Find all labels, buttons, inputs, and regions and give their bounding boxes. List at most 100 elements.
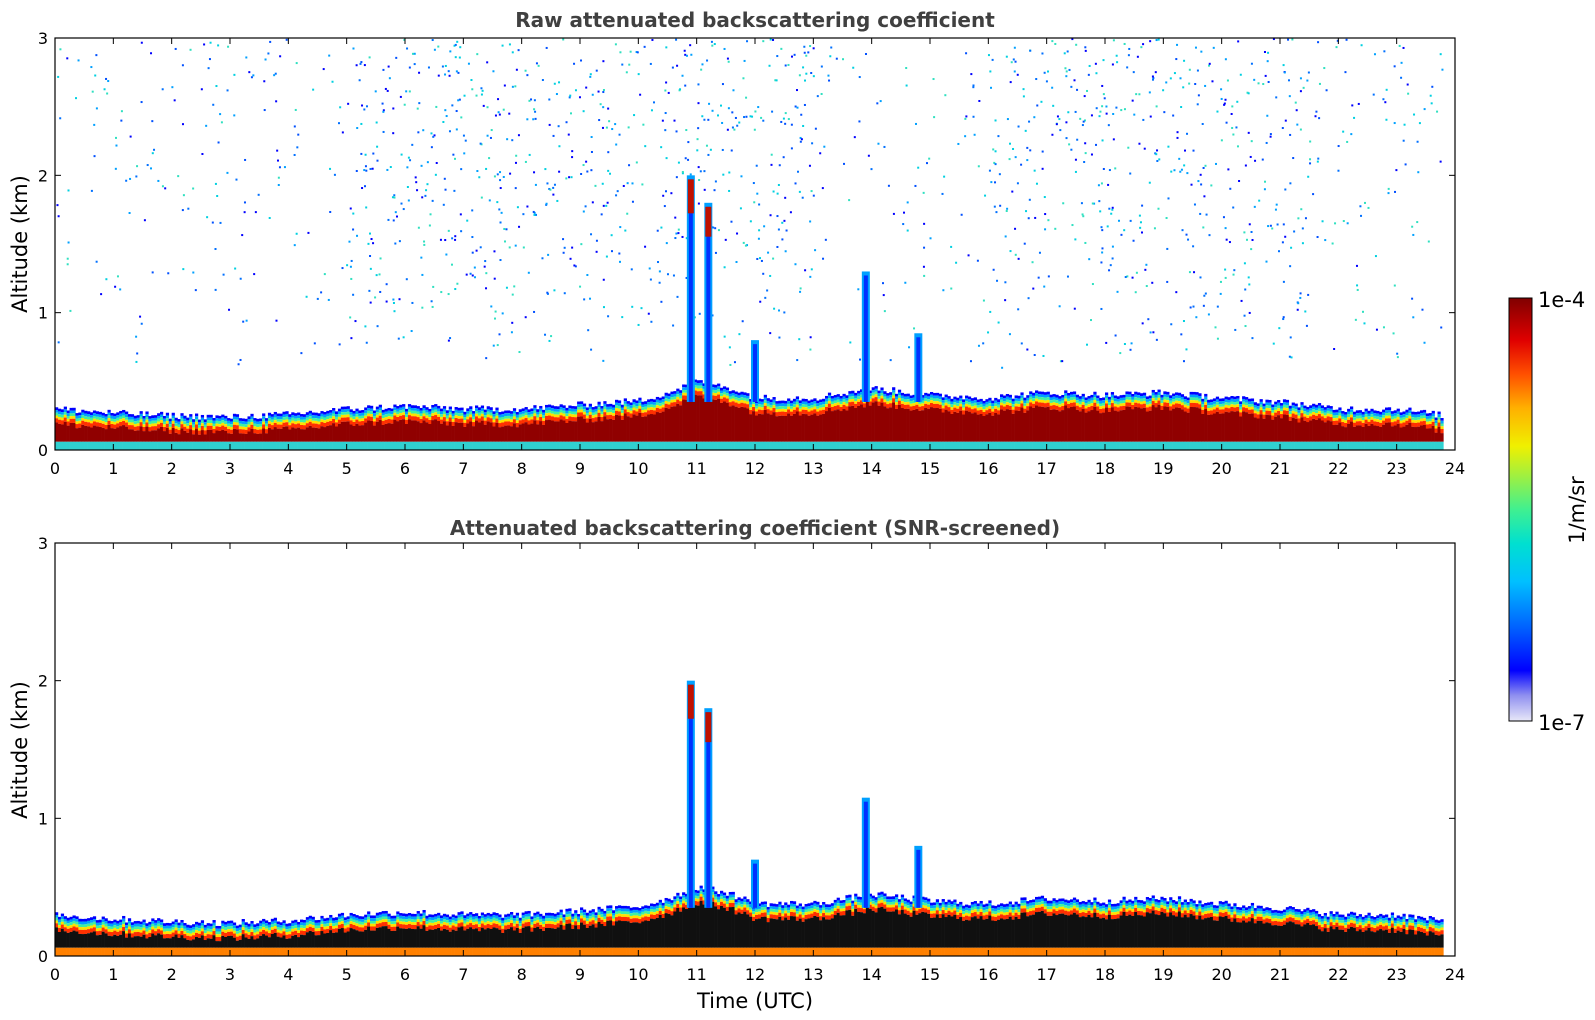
backscatter-cell (807, 400, 811, 404)
backscatter-cell (212, 428, 216, 434)
noise-speck (1172, 114, 1175, 117)
backscatter-cell (469, 414, 473, 418)
backscatter-cell (830, 441, 835, 450)
noise-speck (800, 138, 803, 141)
noise-speck (799, 140, 802, 143)
backscatter-cell (1084, 408, 1088, 413)
noise-speck (1127, 146, 1130, 149)
noise-speck (129, 135, 132, 138)
backscatter-cell (104, 441, 108, 450)
backscatter-cell (527, 409, 531, 413)
backscatter-cell (1201, 409, 1205, 414)
noise-speck (794, 182, 797, 185)
backscatter-cell (501, 416, 505, 420)
backscatter-cell (655, 396, 660, 400)
backscatter-cell (612, 410, 616, 414)
backscatter-cell (504, 410, 508, 414)
backscatter-cell (839, 406, 843, 412)
noise-speck (1116, 290, 1119, 293)
backscatter-cell (565, 416, 569, 419)
backscatter-cell (720, 396, 724, 399)
backscatter-cell (1341, 416, 1345, 420)
backscatter-cell (606, 404, 610, 407)
backscatter-cell (215, 420, 219, 424)
backscatter-cell (1169, 441, 1173, 450)
noise-speck (990, 181, 993, 184)
noise-speck (606, 201, 609, 204)
backscatter-cell (693, 441, 697, 450)
noise-speck (1245, 238, 1248, 241)
backscatter-cell (515, 441, 520, 450)
backscatter-cell (1166, 394, 1170, 398)
backscatter-cell (148, 441, 152, 450)
noise-speck (403, 103, 406, 106)
noise-speck (1058, 118, 1061, 121)
backscatter-cell (533, 413, 537, 417)
backscatter-cell (1064, 390, 1068, 394)
backscatter-cell (486, 441, 490, 450)
backscatter-cell (154, 415, 158, 418)
backscatter-cell (1341, 426, 1345, 442)
backscatter-cell (1309, 420, 1313, 442)
backscatter-cell (647, 404, 651, 408)
backscatter-cell (133, 430, 137, 442)
backscatter-cell (696, 388, 700, 392)
backscatter-cell (95, 416, 100, 420)
backscatter-cell (830, 411, 835, 442)
panel-raw: Raw attenuated backscattering coefficien… (8, 8, 1465, 478)
backscatter-cell (247, 441, 251, 450)
backscatter-cell (900, 403, 905, 408)
noise-speck (633, 114, 636, 117)
backscatter-cell (1014, 398, 1018, 401)
backscatter-cell (903, 402, 907, 405)
noise-speck (777, 228, 780, 231)
backscatter-cell (1317, 405, 1322, 409)
backscatter-cell (1227, 402, 1231, 406)
noise-speck (57, 215, 60, 218)
backscatter-cell (545, 415, 549, 421)
noise-speck (993, 161, 996, 164)
backscatter-cell (638, 400, 642, 404)
backscatter-cell (556, 421, 560, 442)
backscatter-cell (860, 389, 864, 393)
noise-speck (615, 143, 618, 146)
backscatter-cell (57, 414, 62, 417)
noise-speck (233, 114, 236, 117)
noise-speck (675, 38, 678, 41)
backscatter-cell (580, 441, 584, 450)
noise-speck (929, 237, 932, 240)
noise-speck (721, 83, 724, 86)
noise-speck (1120, 109, 1123, 112)
backscatter-cell (1078, 398, 1082, 402)
noise-speck (1076, 88, 1079, 91)
noise-speck (1282, 64, 1285, 67)
noise-speck (1225, 238, 1228, 241)
noise-speck (1083, 161, 1086, 164)
noise-speck (1356, 288, 1359, 291)
backscatter-cell (647, 410, 651, 415)
backscatter-cell (171, 441, 175, 450)
backscatter-cell (1195, 394, 1199, 398)
noise-speck (1112, 39, 1115, 42)
backscatter-cell (781, 415, 785, 442)
backscatter-cell (1300, 410, 1304, 414)
backscatter-cell (157, 421, 161, 425)
backscatter-cell (440, 414, 444, 417)
backscatter-cell (924, 392, 928, 396)
noise-speck (458, 98, 461, 101)
backscatter-cell (755, 405, 759, 409)
backscatter-cell (477, 441, 482, 450)
backscatter-cell (985, 410, 989, 415)
backscatter-cell (1151, 441, 1155, 450)
backscatter-cell (556, 417, 560, 422)
backscatter-cell (375, 406, 380, 410)
backscatter-cell (737, 400, 741, 404)
backscatter-cell (810, 410, 814, 415)
backscatter-cell (463, 441, 467, 450)
backscatter-cell (1011, 398, 1015, 402)
noise-speck (464, 139, 467, 142)
noise-speck (1373, 53, 1376, 56)
backscatter-cell (241, 418, 245, 422)
backscatter-cell (122, 412, 126, 416)
backscatter-cell (107, 412, 111, 416)
